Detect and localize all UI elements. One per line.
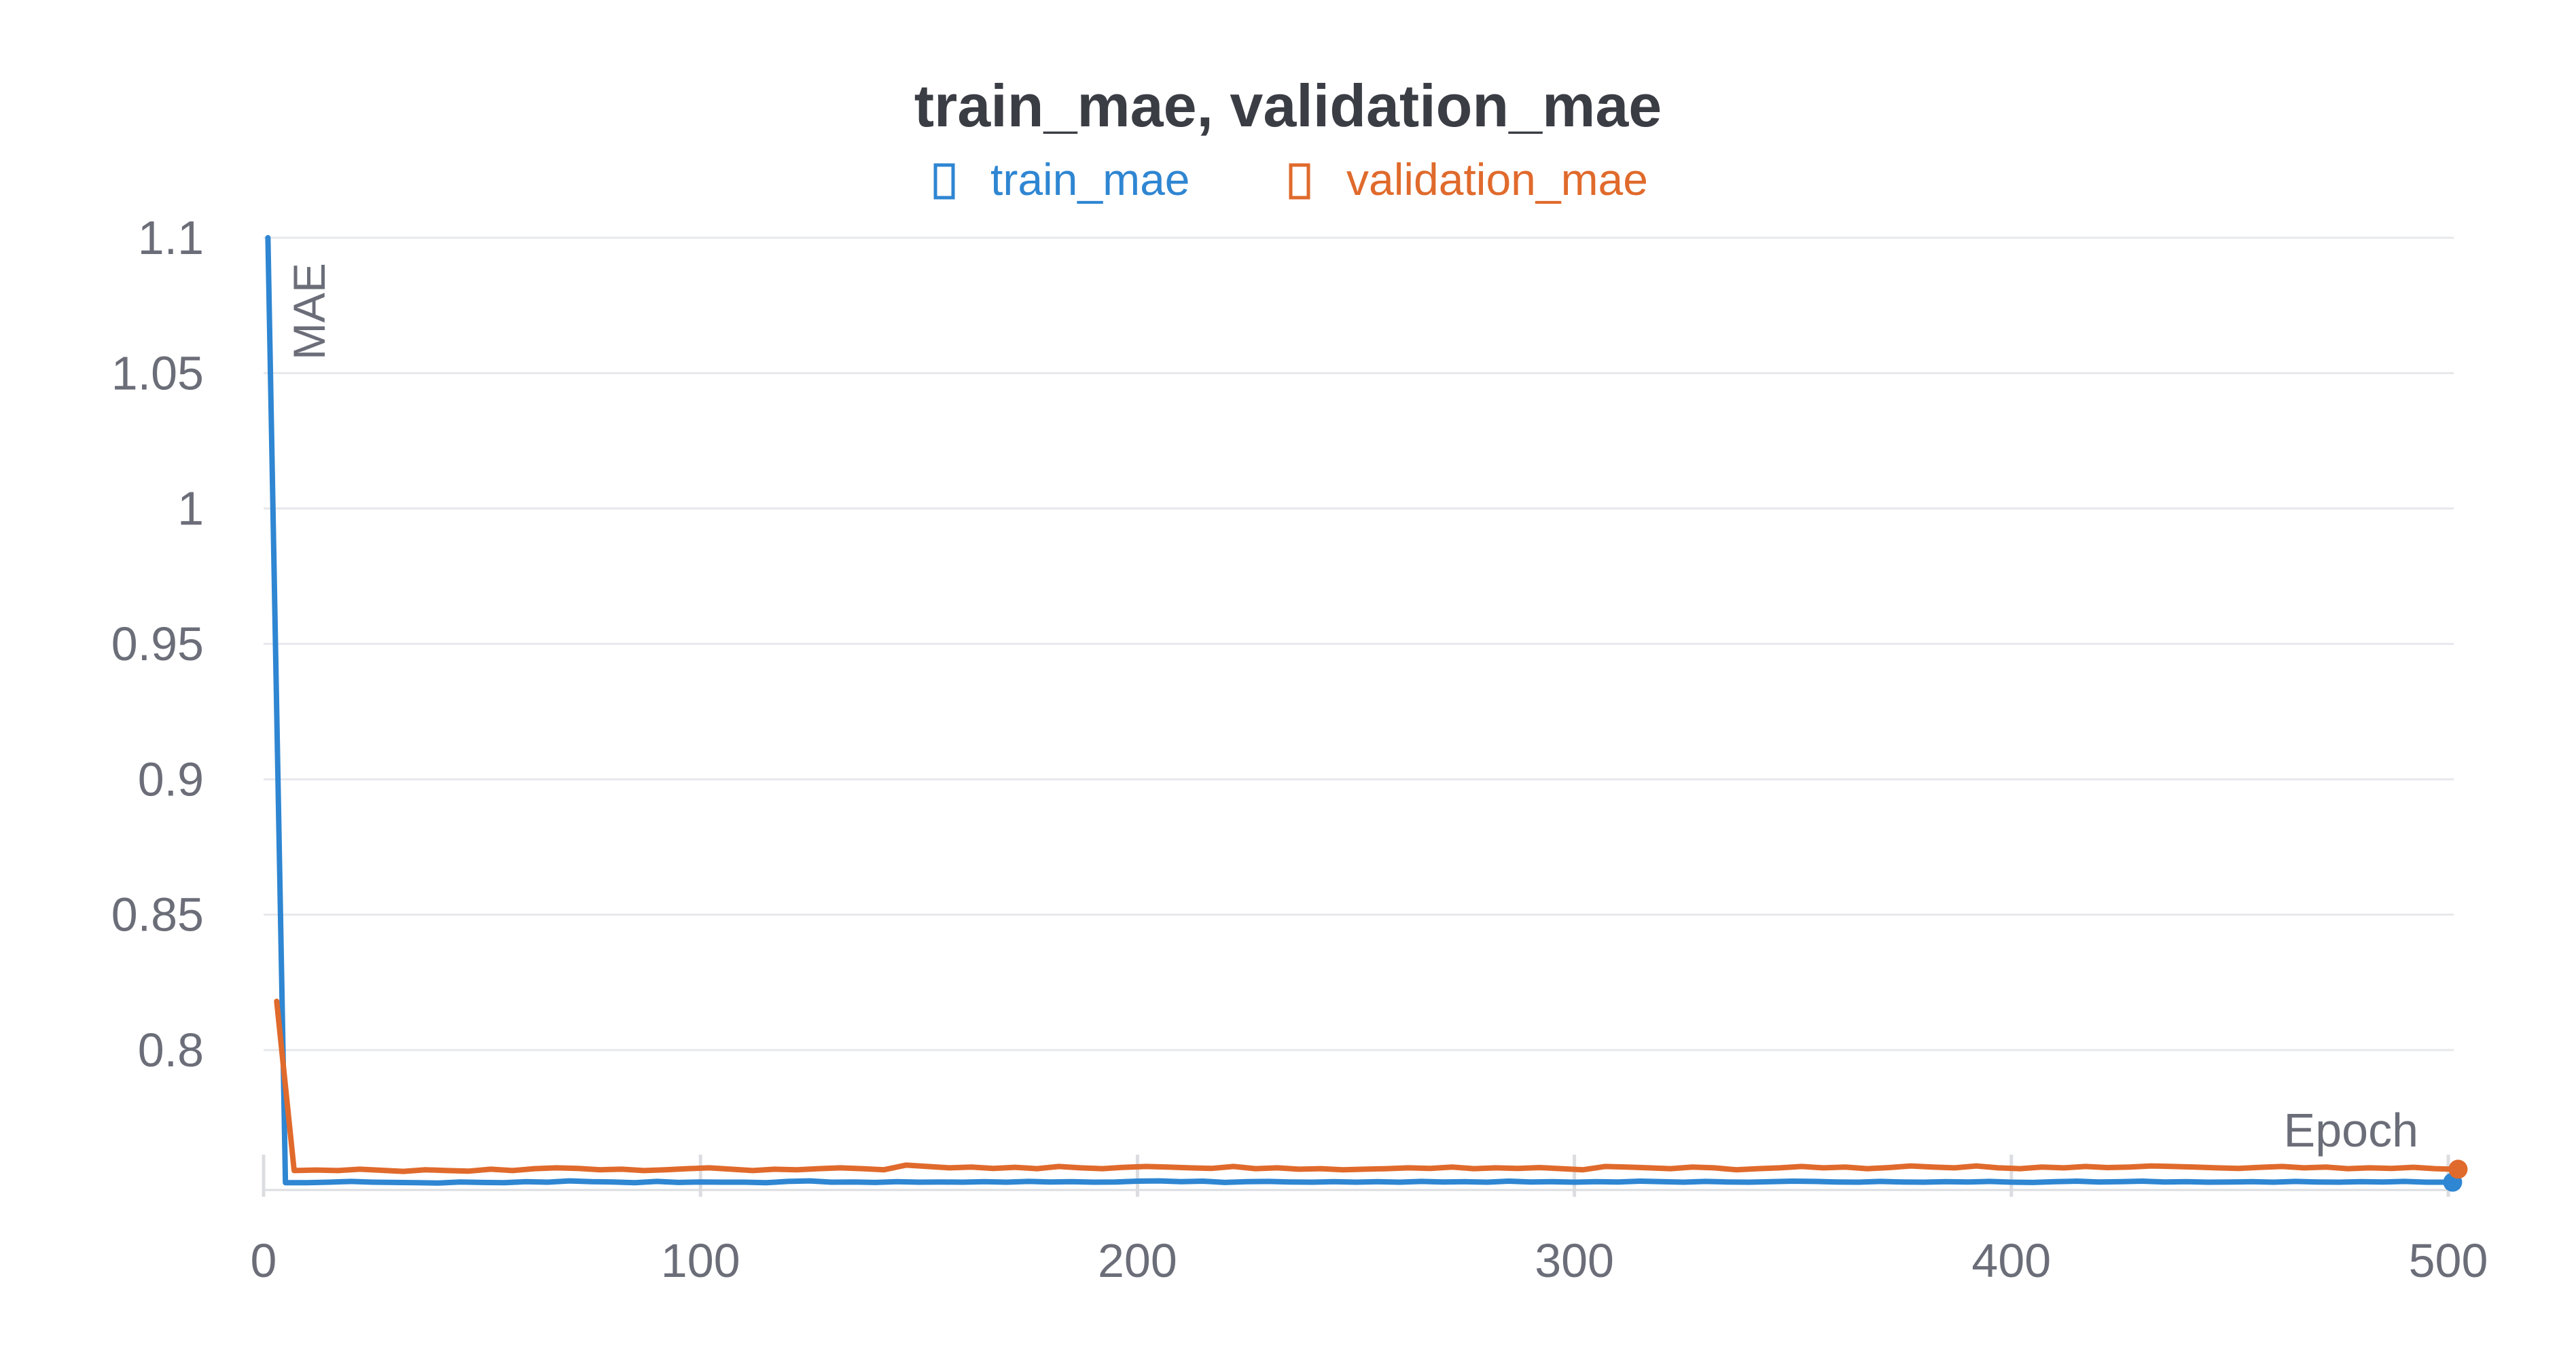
legend: train_mae validation_mae: [933, 154, 1648, 204]
y-tick-label: 0.9: [138, 753, 204, 806]
chart-title: train_mae, validation_mae: [914, 72, 1662, 139]
y-tick-label: 0.8: [138, 1024, 204, 1077]
y-tick-label: 0.95: [111, 617, 204, 670]
x-axis-label: Epoch: [2284, 1104, 2418, 1157]
series-lines: [265, 235, 2468, 1192]
x-tick-label: 400: [1971, 1234, 2051, 1287]
x-tick-label: 0: [251, 1234, 277, 1287]
series-line-train-mae[interactable]: [265, 235, 2456, 1186]
legend-swatch-validation-mae[interactable]: [1289, 163, 1310, 200]
x-tick-label: 100: [661, 1234, 740, 1287]
y-tick-label: 1.05: [111, 346, 204, 399]
y-tick-label: 0.85: [111, 888, 204, 941]
grid: [264, 236, 2454, 1051]
legend-label-validation-mae[interactable]: validation_mae: [1346, 154, 1648, 204]
x-tick-label: 300: [1535, 1234, 1614, 1287]
series-endpoint-validation-mae[interactable]: [2448, 1159, 2468, 1179]
legend-label-train-mae[interactable]: train_mae: [990, 154, 1190, 204]
x-tick-label: 200: [1098, 1234, 1177, 1287]
y-axis-label: MAE: [284, 263, 334, 360]
x-tick-label: 500: [2409, 1234, 2488, 1287]
y-tick-label: 1: [177, 482, 204, 535]
axes: 1.1 1.05 1 0.95 0.9 0.85 0.8 0 100 200 300 400 500: [111, 211, 2488, 1287]
legend-swatch-train-mae[interactable]: [933, 163, 955, 200]
y-tick-label: 1.1: [138, 211, 204, 264]
series-line-validation-mae[interactable]: [274, 998, 2456, 1174]
